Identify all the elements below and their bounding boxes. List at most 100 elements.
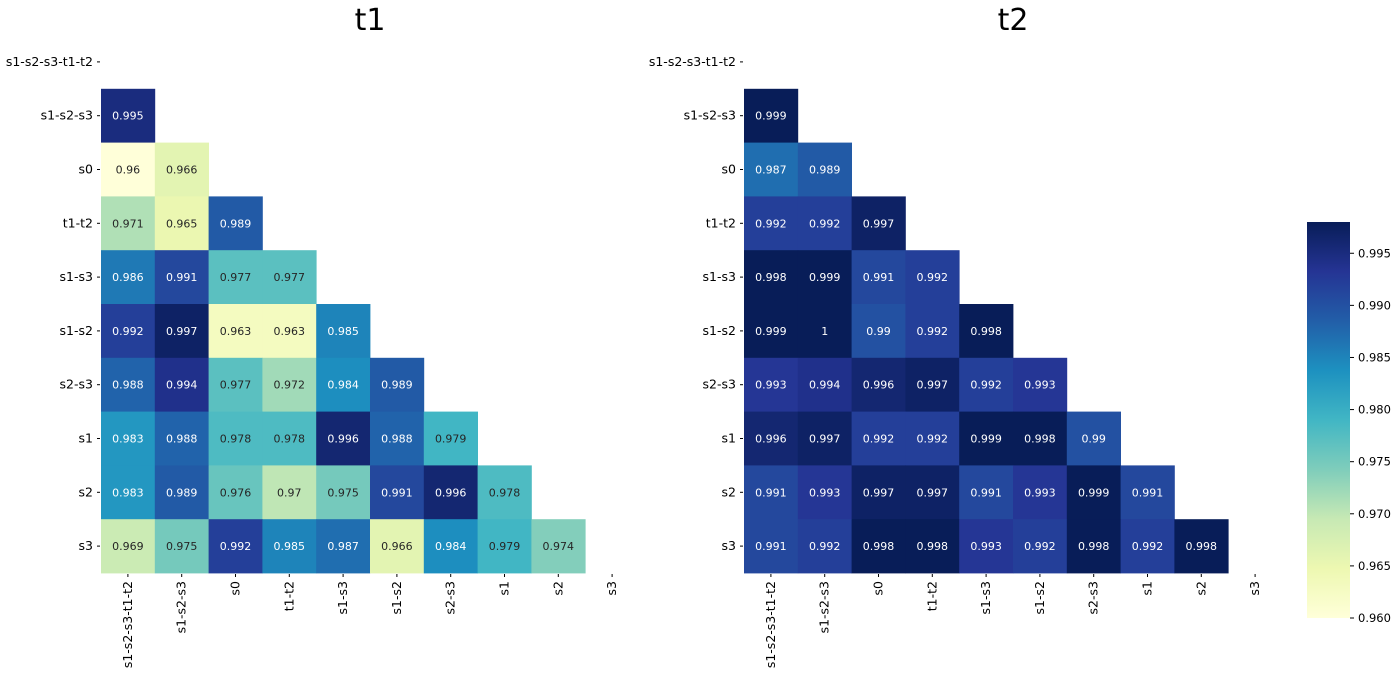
y-tick-label: t1-t2: [706, 215, 736, 230]
cell-value-label: 0.998: [1186, 540, 1218, 553]
cell-value-label: 0.998: [863, 540, 895, 553]
cell-value-label: 0.977: [274, 271, 306, 284]
heatmap-cell: [905, 250, 960, 305]
x-tick-label: s2: [550, 581, 565, 595]
heatmap-cell: [101, 519, 156, 574]
cell-value-label: 0.998: [1078, 540, 1110, 553]
y-tick-label: s1-s2-s3-t1-t2: [649, 54, 736, 69]
y-tick-label: s1-s2: [60, 323, 93, 338]
heatmap-cell: [423, 465, 478, 520]
heatmap-cell: [744, 250, 799, 305]
cell-value-label: 0.998: [970, 325, 1002, 338]
cell-value-label: 0.993: [1024, 379, 1056, 392]
colorbar-tick-label: 0.975: [1358, 455, 1391, 469]
cell-value-label: 0.997: [863, 217, 895, 230]
cell-value-label: 0.983: [112, 486, 144, 499]
heatmap-cell: [851, 357, 906, 412]
cell-value-label: 0.978: [274, 433, 306, 446]
colorbar-tick-label: 0.970: [1358, 507, 1391, 521]
heatmap-cell: [797, 357, 852, 412]
cell-value-label: 0.999: [1078, 486, 1110, 499]
x-tick-label: s3: [604, 581, 619, 595]
x-tick-label: s1-s2-s3-t1-t2: [120, 581, 135, 668]
cell-value-label: 0.993: [755, 379, 787, 392]
colorbar-gradient: [1307, 222, 1350, 618]
cell-value-label: 0.993: [1024, 486, 1056, 499]
heatmap-cell: [154, 411, 209, 466]
cell-value-label: 0.988: [112, 379, 144, 392]
y-tick-label: s1: [79, 431, 93, 446]
heatmap-cell: [370, 411, 425, 466]
heatmap-cell: [208, 196, 263, 251]
cell-value-label: 0.992: [917, 433, 949, 446]
heatmap-cell: [423, 519, 478, 574]
x-tick-label: s1: [1140, 581, 1155, 595]
heatmap-cell: [208, 411, 263, 466]
cell-value-label: 0.991: [1132, 486, 1164, 499]
cell-value-label: 0.979: [489, 540, 521, 553]
heatmap-cell: [959, 465, 1014, 520]
cell-value-label: 0.998: [1024, 433, 1056, 446]
heatmap-cell: [797, 411, 852, 466]
cell-value-label: 0.992: [112, 325, 144, 338]
cell-value-label: 0.984: [435, 540, 467, 553]
heatmap-cell: [370, 519, 425, 574]
heatmap-cell: [905, 519, 960, 574]
y-tick-label: s2: [79, 484, 93, 499]
heatmap-cell: [101, 465, 156, 520]
y-tick-label: s1-s2-s3: [41, 108, 93, 123]
heatmap-cell: [208, 519, 263, 574]
heatmap-cell: [905, 465, 960, 520]
cell-value-label: 0.978: [220, 433, 252, 446]
heatmap-cell: [851, 304, 906, 359]
cell-value-label: 0.992: [863, 433, 895, 446]
cell-value-label: 0.971: [112, 217, 144, 230]
cell-value-label: 0.966: [166, 164, 198, 177]
cell-value-label: 0.978: [489, 486, 521, 499]
cell-value-label: 0.999: [970, 433, 1002, 446]
heatmap-cell: [959, 357, 1014, 412]
heatmap-cell: [101, 304, 156, 359]
heatmap-cell: [744, 519, 799, 574]
cell-value-label: 0.963: [274, 325, 306, 338]
cell-value-label: 0.983: [112, 433, 144, 446]
cell-value-label: 0.989: [220, 217, 252, 230]
cell-value-label: 1: [821, 325, 828, 338]
heatmap-cell: [1013, 357, 1068, 412]
cell-value-label: 0.972: [274, 379, 306, 392]
x-tick-label: s1-s2-s3: [817, 581, 832, 633]
cell-value-label: 0.985: [327, 325, 359, 338]
heatmap-cell: [959, 519, 1014, 574]
heatmap-cell: [797, 196, 852, 251]
y-tick-label: t1-t2: [63, 215, 93, 230]
cell-value-label: 0.966: [381, 540, 413, 553]
heatmap-cell: [262, 411, 317, 466]
cell-value-label: 0.992: [917, 271, 949, 284]
y-tick-label: s3: [79, 538, 93, 553]
heatmap-cell: [905, 411, 960, 466]
cell-value-label: 0.99: [866, 325, 891, 338]
cell-value-label: 0.991: [166, 271, 198, 284]
cell-value-label: 0.988: [381, 433, 413, 446]
cell-value-label: 0.992: [809, 217, 841, 230]
heatmap-cell: [154, 304, 209, 359]
cell-value-label: 0.994: [166, 379, 198, 392]
cell-value-label: 0.99: [1081, 433, 1106, 446]
y-tick-label: s1-s2-s3-t1-t2: [6, 54, 93, 69]
heatmap-cell: [316, 411, 371, 466]
cell-value-label: 0.988: [166, 433, 198, 446]
y-tick-label: s0: [79, 162, 94, 177]
y-tick-label: s1-s3: [60, 269, 93, 284]
cell-value-label: 0.997: [166, 325, 198, 338]
colorbar-tick-label: 0.995: [1358, 246, 1391, 260]
cell-value-label: 0.989: [166, 486, 198, 499]
heatmap-cell: [101, 88, 156, 143]
cell-value-label: 0.991: [381, 486, 413, 499]
colorbar-tick-label: 0.980: [1358, 403, 1391, 417]
y-tick-label: s2-s3: [60, 377, 93, 392]
y-tick-label: s1: [722, 431, 736, 446]
cell-value-label: 0.992: [970, 379, 1002, 392]
cell-value-label: 0.96: [116, 164, 141, 177]
cell-value-label: 0.992: [220, 540, 252, 553]
